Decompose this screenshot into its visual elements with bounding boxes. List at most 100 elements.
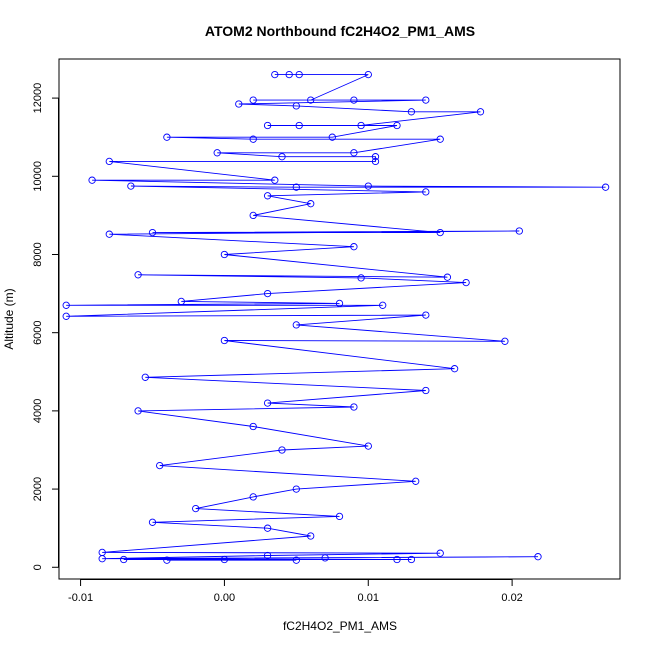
data-series [62,70,610,564]
data-point [292,102,300,110]
data-point [120,555,128,564]
data-point [436,549,444,557]
data-point [307,96,315,104]
data-point [105,157,113,166]
data-point [163,133,171,141]
data-point [393,555,401,564]
data-point [292,485,300,493]
data-point [62,301,70,309]
data-point [534,553,542,561]
y-tick-label: 6000 [32,320,44,344]
data-point [192,504,200,513]
data-point [263,192,272,200]
data-point [436,135,444,143]
data-point [278,446,286,454]
data-point [371,157,380,166]
data-point [98,555,106,563]
data-point [105,230,113,238]
data-point [350,243,358,251]
data-point [62,312,70,320]
x-tick-label: 0.01 [358,592,379,604]
data-point [213,149,221,157]
data-point [422,96,430,104]
data-point [271,70,279,79]
data-point [141,373,149,381]
data-point [292,556,300,564]
x-tick-label: 0.02 [501,592,522,604]
data-point [220,555,229,564]
data-point [407,108,416,116]
data-point [335,512,344,521]
data-point [263,399,272,407]
data-point [220,336,229,345]
data-point [412,477,420,485]
data-point [292,321,300,329]
data-point [357,121,365,130]
data-point [443,273,452,281]
data-point [134,407,142,415]
data-point [393,121,401,130]
y-tick-label: 8000 [32,242,44,266]
data-point [476,108,485,116]
x-axis: -0.01 0.00 0.01 0.02 [68,579,523,604]
data-point [271,176,279,184]
data-point [364,70,372,79]
data-point [307,532,315,540]
data-point [220,250,229,259]
data-point [328,133,336,141]
y-tick-label: 12000 [32,83,44,114]
data-point [88,176,96,184]
data-point [350,403,358,411]
y-tick-label: 4000 [32,399,44,423]
data-point [278,153,286,161]
data-point [249,493,257,501]
data-point [263,524,272,532]
y-tick-label: 2000 [32,477,44,501]
y-tick-label: 0 [32,564,44,570]
data-point [364,442,372,450]
data-point [134,271,142,279]
data-point [263,551,272,560]
x-tick-label: 0.00 [214,592,235,604]
data-point [148,228,157,237]
data-point [263,121,272,130]
data-point [163,556,171,564]
data-point [127,182,135,190]
data-point [379,301,387,309]
data-point [450,365,459,373]
chart-title: ATOM2 Northbound fC2H4O2_PM1_AMS [205,23,475,39]
x-tick-label: -0.01 [68,592,93,604]
data-point [177,297,185,306]
plot-frame [58,58,621,580]
data-point [371,153,380,161]
data-point [321,554,329,562]
y-axis: 0 2000 4000 6000 8000 10000 12000 [32,83,59,570]
data-point [307,200,315,208]
data-point [407,555,416,564]
data-point [501,337,509,345]
data-point [462,278,470,287]
data-point [148,518,157,526]
data-point [249,96,257,104]
data-point [263,289,272,298]
data-point [235,100,243,108]
x-axis-label: fC2H4O2_PM1_AMS [283,619,397,633]
y-axis-label: Altitude (m) [2,288,16,349]
data-point [515,227,523,235]
data-point [156,461,164,470]
data-point [422,311,430,319]
data-point [285,70,293,79]
data-point [601,183,610,191]
data-point [249,211,257,220]
data-point [350,96,358,104]
data-point [249,135,257,143]
data-point [350,149,358,157]
data-point [249,422,257,431]
y-tick-label: 10000 [32,161,44,192]
data-point [422,188,430,196]
data-point [292,183,300,191]
data-point [422,386,430,395]
series-line [66,74,606,561]
data-point [295,121,303,130]
